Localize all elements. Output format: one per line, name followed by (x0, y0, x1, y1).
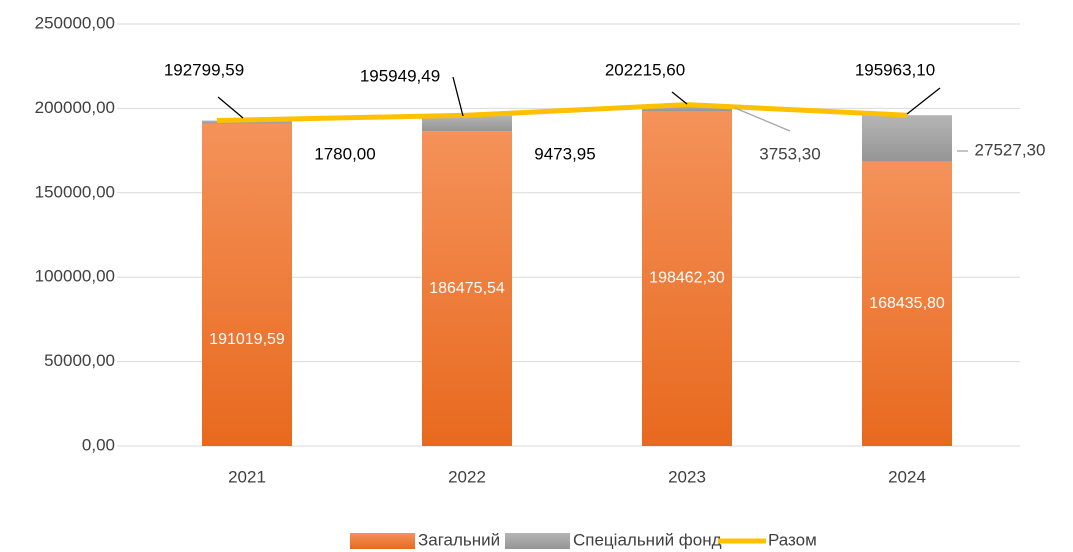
bar-segment (202, 123, 292, 446)
x-tick-label: 2024 (888, 467, 926, 486)
line-series (216, 102, 908, 124)
data-label: 9473,95 (534, 144, 595, 163)
data-label: 3753,30 (759, 144, 820, 163)
leader-line (906, 87, 941, 115)
leader-line (671, 91, 688, 105)
data-label: 198462,30 (649, 270, 725, 287)
x-tick-label: 2023 (668, 467, 706, 486)
legend-swatch (350, 533, 415, 549)
data-label: 202215,60 (605, 60, 685, 79)
leader-line (452, 76, 464, 117)
data-label: 1780,00 (314, 144, 375, 163)
leader-line (734, 107, 791, 132)
legend-label: Спеціальний фонд (573, 530, 722, 549)
data-label: 195949,49 (360, 66, 440, 85)
y-tick-label: 100000,00 (35, 267, 115, 286)
bar-segment (862, 115, 952, 162)
x-tick-label: 2022 (448, 467, 486, 486)
data-label: 191019,59 (209, 331, 285, 348)
leader-line (217, 96, 244, 119)
bar-segment (642, 104, 732, 111)
y-tick-label: 200000,00 (35, 98, 115, 117)
data-label: 168435,80 (869, 295, 945, 312)
y-tick-label: 150000,00 (35, 182, 115, 201)
bar-segment (422, 115, 512, 132)
y-tick-label: 250000,00 (35, 13, 115, 32)
data-label: 186475,54 (429, 280, 505, 297)
legend-swatch (505, 533, 570, 549)
y-tick-label: 50000,00 (44, 351, 115, 370)
bar-segment (862, 161, 952, 447)
data-label: 192799,59 (164, 60, 244, 79)
data-label: 195963,10 (855, 60, 935, 79)
y-tick-label: 0,00 (82, 435, 115, 454)
bar-segment (642, 110, 732, 446)
data-label: 27527,30 (975, 140, 1046, 159)
bar-segment (422, 131, 512, 446)
x-tick-label: 2021 (228, 467, 266, 486)
legend-label: Разом (768, 530, 817, 549)
